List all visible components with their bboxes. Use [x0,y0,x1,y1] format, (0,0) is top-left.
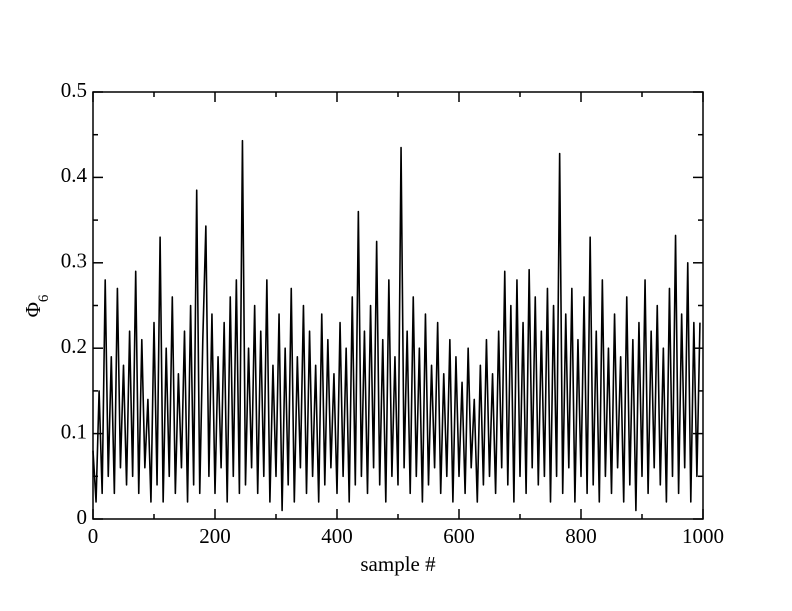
x-tick-label: 400 [321,524,353,548]
y-tick-label: 0.1 [61,419,87,443]
y-label-sub: 6 [36,294,52,302]
y-tick-label: 0 [77,505,88,529]
y-tick-label: 0.5 [61,78,87,102]
y-tick-label: 0.4 [61,163,88,187]
y-tick-label: 0.2 [61,334,87,358]
y-axis-label-symbol: Φ6 [21,294,52,317]
x-tick-label: 200 [199,524,231,548]
data-line [92,139,701,512]
x-axis-label: sample # [360,552,436,576]
y-axis-label: Φ6 [21,294,52,317]
x-tick-label: 600 [443,524,475,548]
x-tick-label: 1000 [682,524,724,548]
x-tick-label: 0 [88,524,99,548]
x-tick-label: 800 [565,524,597,548]
y-tick-label: 0.3 [61,249,87,273]
y-label-main: Φ [21,302,45,317]
